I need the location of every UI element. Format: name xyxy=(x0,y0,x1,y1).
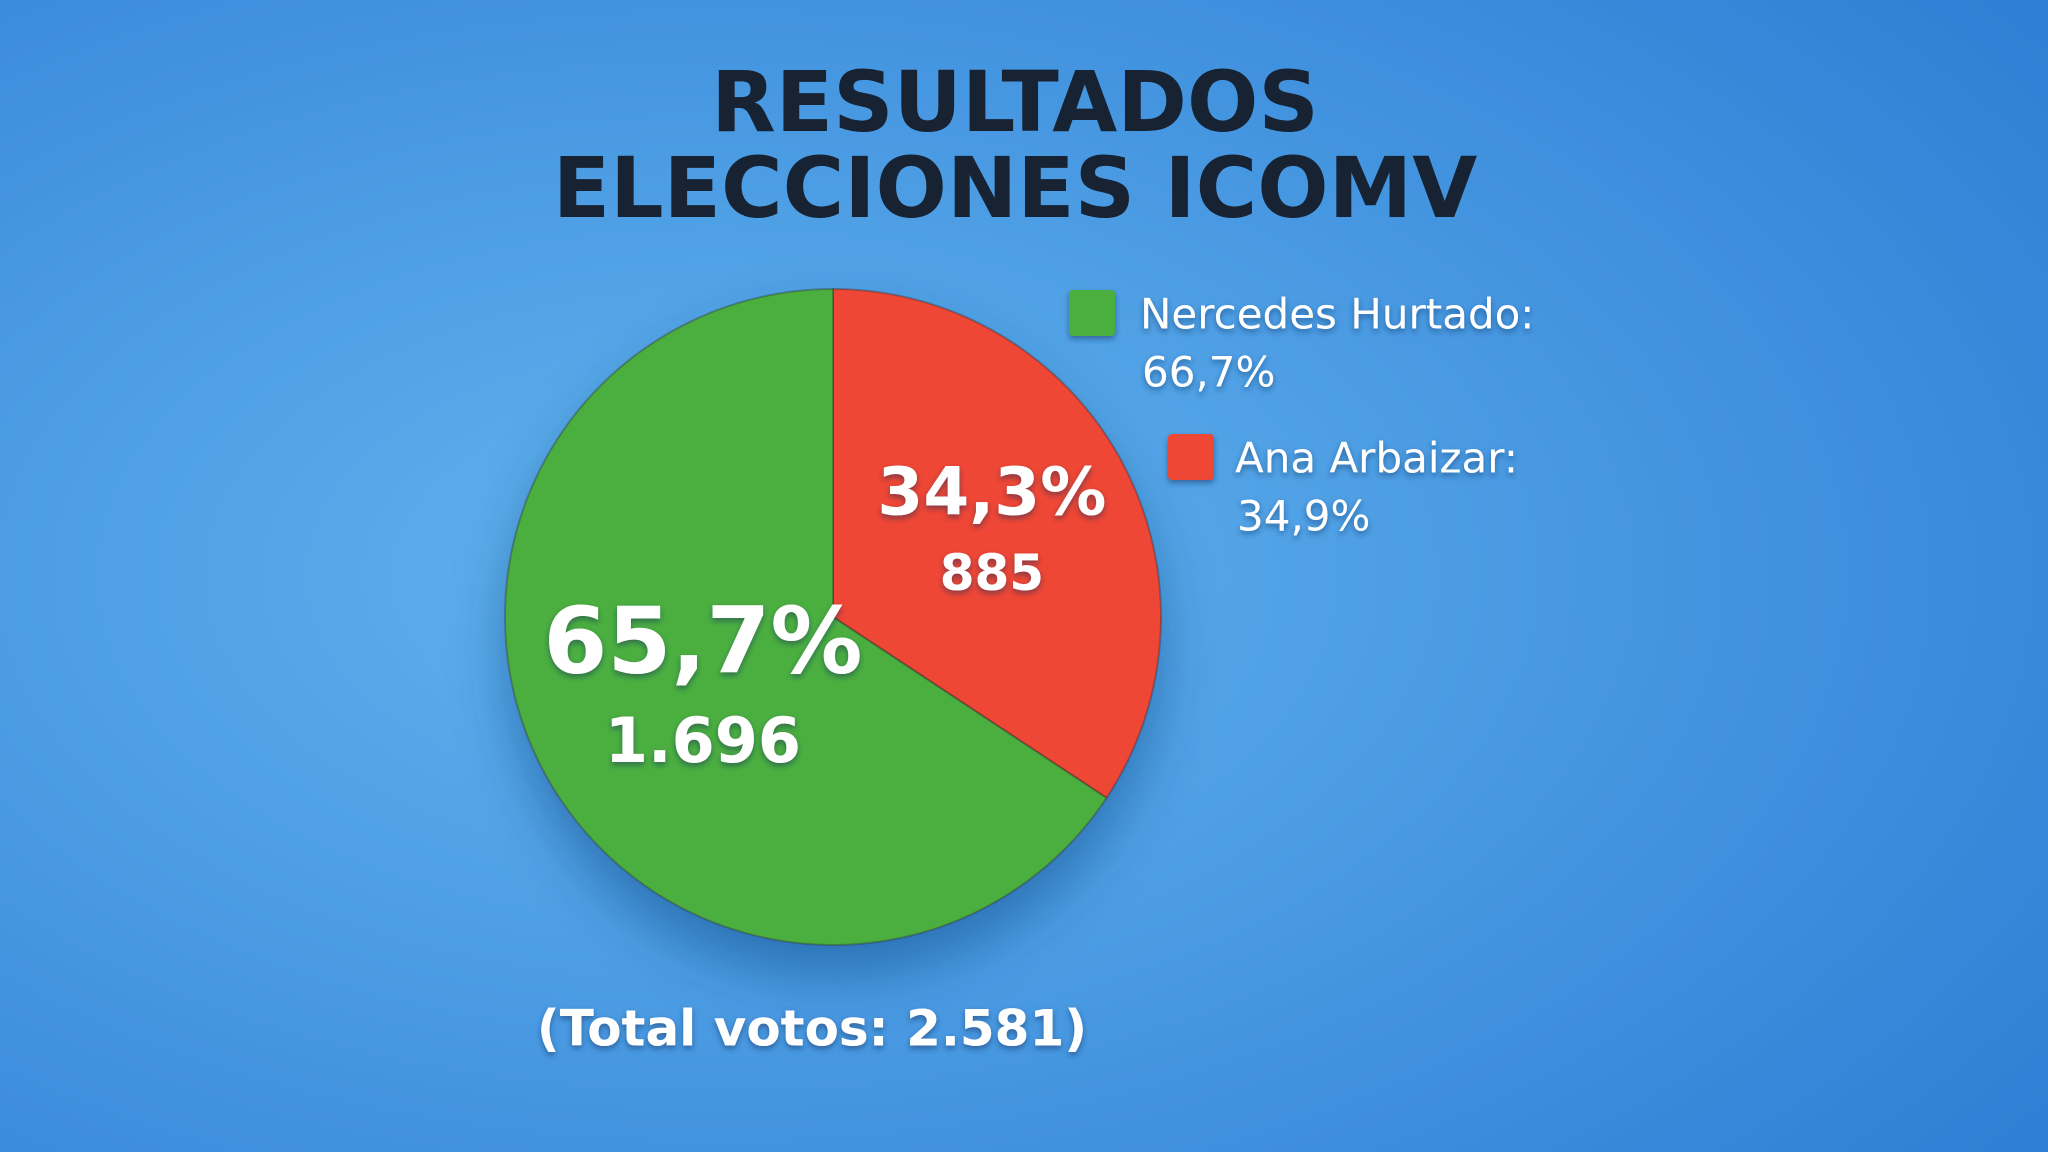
legend-label: Nercedes Hurtado: xyxy=(1140,290,1534,339)
slice-percent: 34,3% xyxy=(877,454,1106,531)
labels: 34,3% 885 65,7% 1.696 Nercedes Hurtado: 66,7%… xyxy=(543,290,1534,777)
footnote: (Total votos: 2.581) xyxy=(537,1000,1087,1058)
chart-title: ELECCIONES ICOMV xyxy=(553,139,1478,237)
legend-value: 34,9% xyxy=(1237,492,1370,541)
pie-slice xyxy=(504,287,1108,946)
legend-value: 66,7% xyxy=(1142,348,1275,397)
chart-title: RESULTADOS xyxy=(711,53,1319,151)
legend-swatch xyxy=(1168,434,1214,480)
pie xyxy=(504,287,1162,946)
legend-label: Ana Arbaizar: xyxy=(1235,434,1518,483)
slice-percent: 65,7% xyxy=(543,587,862,694)
slice-count: 885 xyxy=(940,544,1044,602)
slice-count: 1.696 xyxy=(605,704,801,777)
legend-swatch xyxy=(1069,290,1115,336)
